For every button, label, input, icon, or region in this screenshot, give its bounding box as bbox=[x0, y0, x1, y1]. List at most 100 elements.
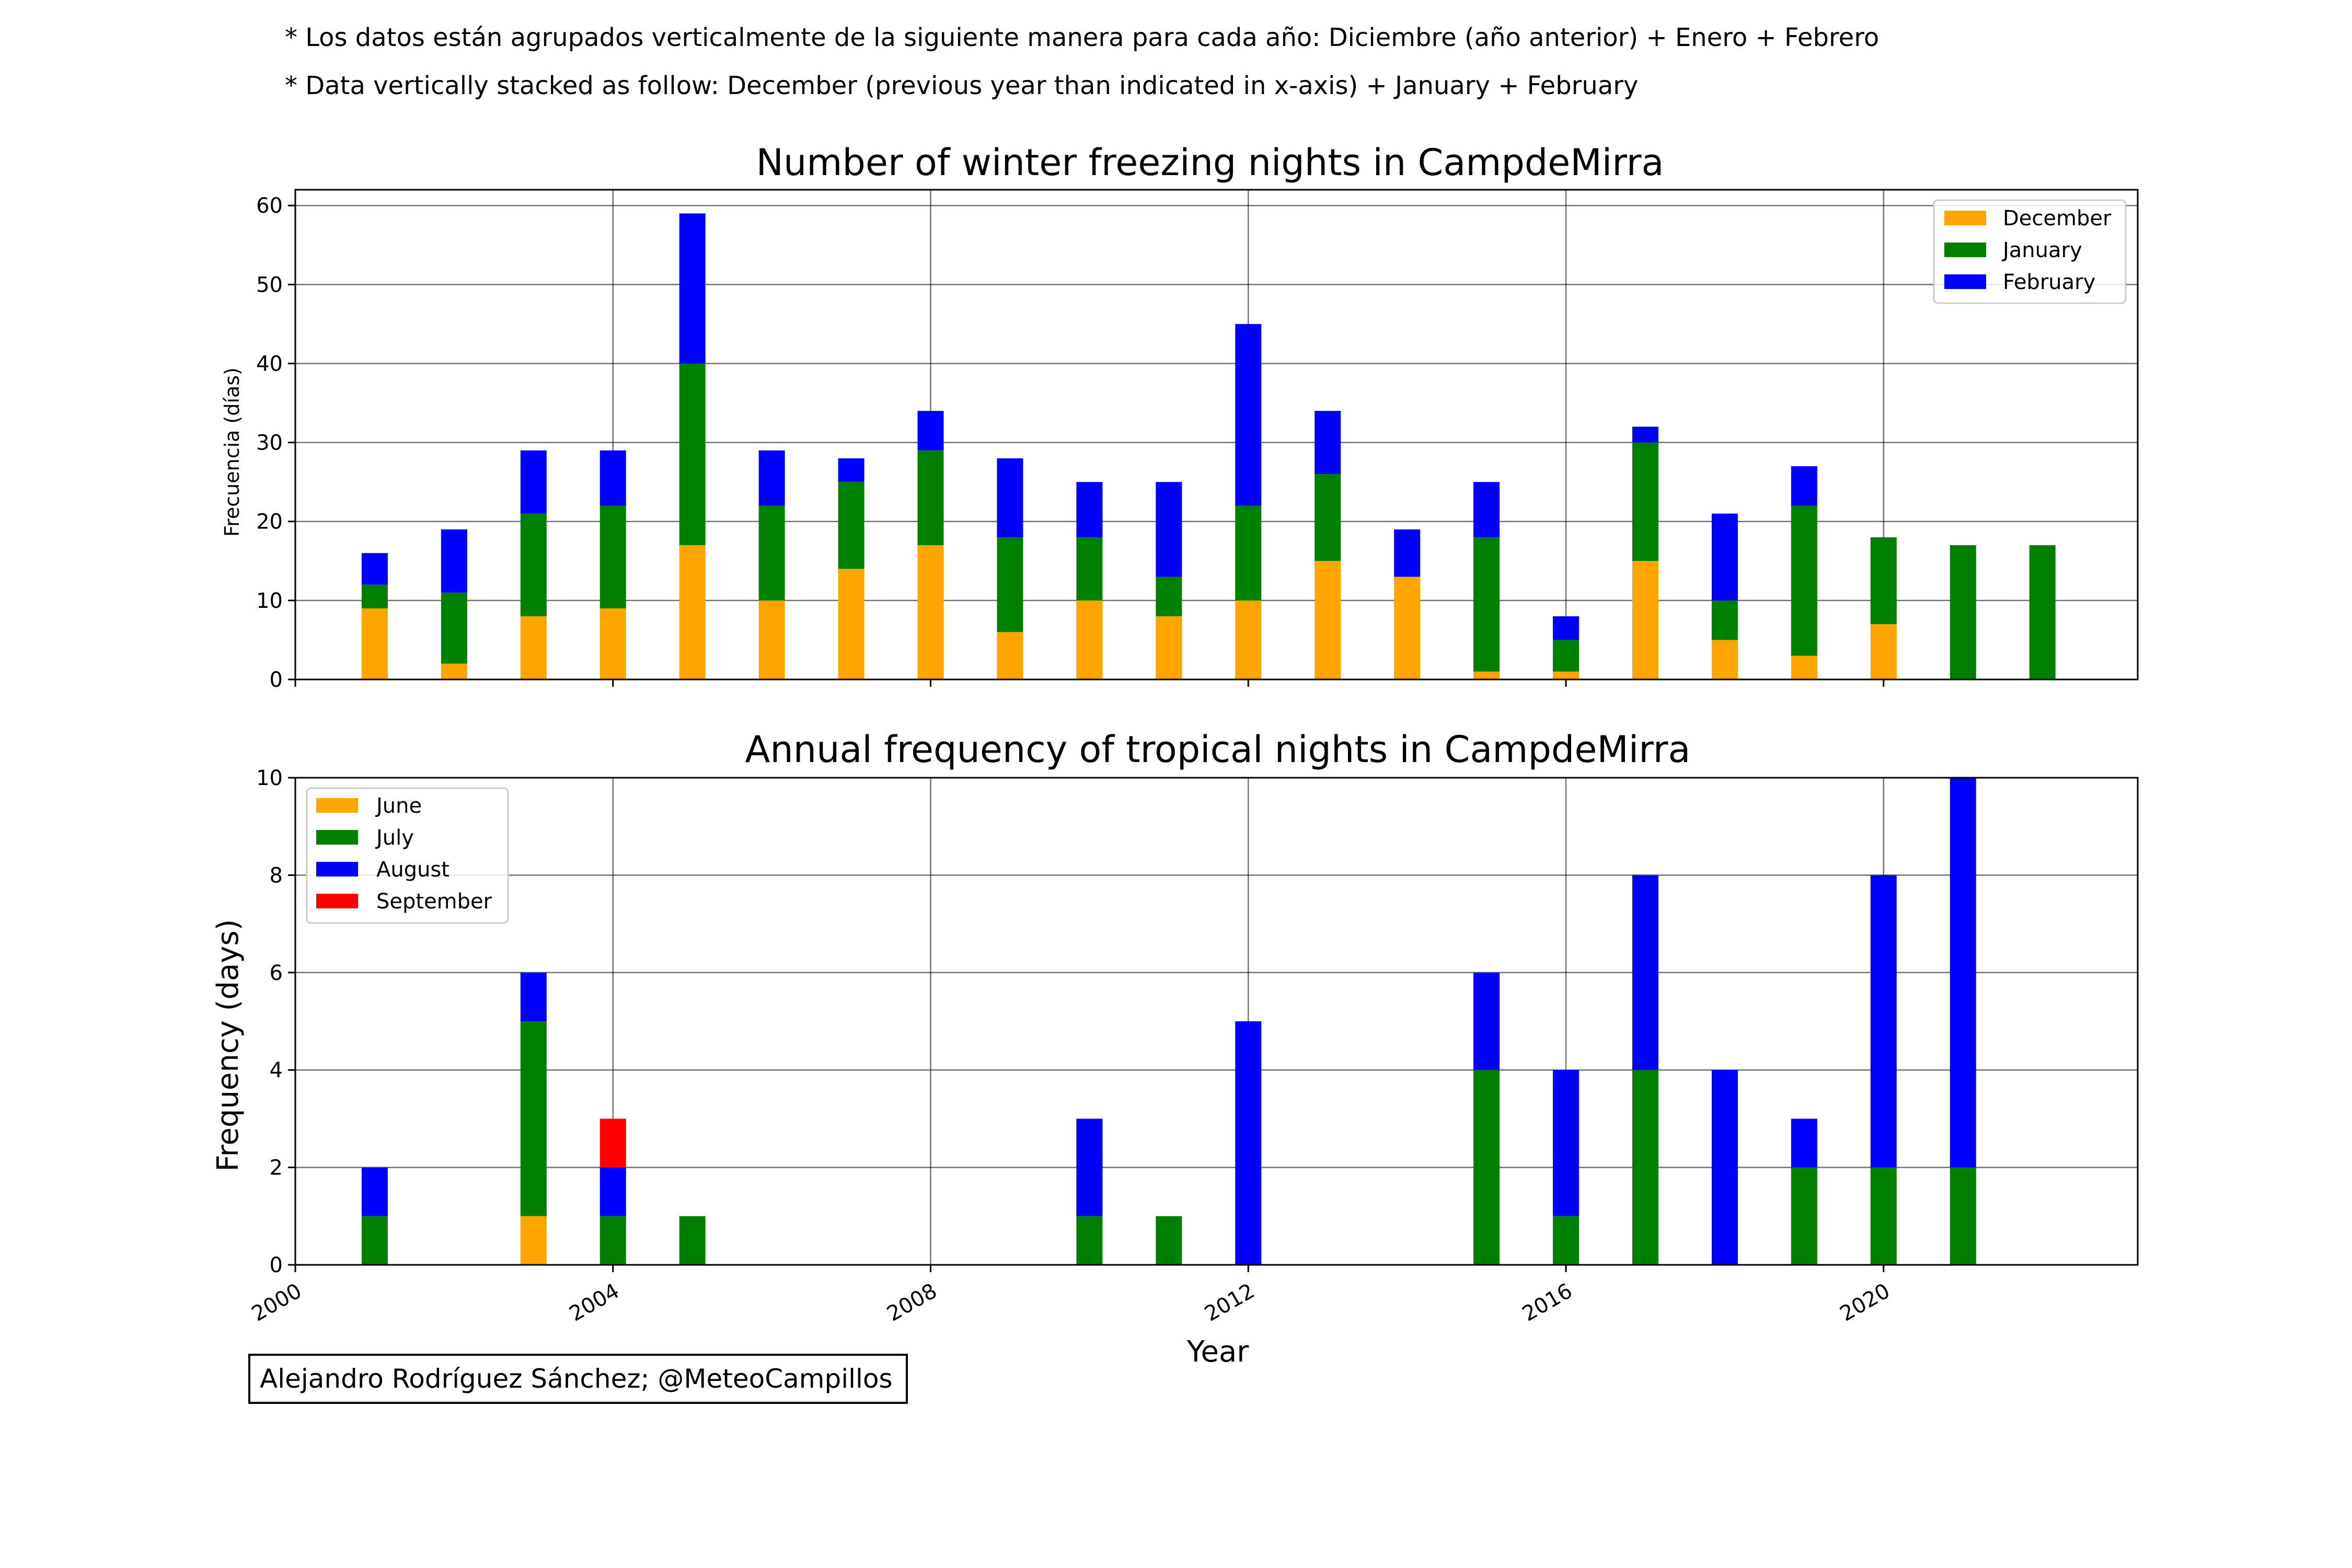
legend: June July August September bbox=[306, 787, 509, 924]
y-tick-label: 60 bbox=[256, 194, 283, 218]
bar-february-2014 bbox=[1394, 529, 1421, 577]
legend-label-february: February bbox=[2003, 270, 2095, 294]
plot-frame bbox=[294, 777, 2139, 1266]
bar-december-2017 bbox=[1632, 561, 1658, 679]
bar-august-2003 bbox=[520, 972, 547, 1021]
bar-december-2014 bbox=[1394, 577, 1421, 679]
bar-december-2007 bbox=[838, 569, 864, 679]
bar-august-2018 bbox=[1711, 1070, 1738, 1265]
bar-january-2016 bbox=[1553, 640, 1579, 672]
bar-december-2001 bbox=[361, 608, 388, 679]
bar-july-2010 bbox=[1076, 1216, 1103, 1265]
note-spanish: * Los datos están agrupados verticalment… bbox=[285, 23, 1879, 52]
bar-september-2004 bbox=[599, 1119, 626, 1168]
bar-february-2016 bbox=[1553, 616, 1579, 640]
ticks: 0 10 20 30 40 50 60 bbox=[256, 194, 1885, 692]
bar-december-2019 bbox=[1791, 655, 1817, 679]
bar-december-2003 bbox=[520, 616, 547, 679]
bar-july-2017 bbox=[1632, 1070, 1658, 1265]
bar-february-2015 bbox=[1473, 482, 1500, 537]
bar-august-2019 bbox=[1791, 1119, 1817, 1168]
y-tick-label: 0 bbox=[270, 1253, 283, 1277]
credit-frame bbox=[248, 1354, 908, 1404]
bar-july-2003 bbox=[520, 1021, 547, 1216]
y-axis-label: Frecuencia (días) bbox=[221, 367, 244, 537]
bar-february-2005 bbox=[679, 213, 706, 364]
y-tick-label: 10 bbox=[256, 766, 283, 790]
bar-february-2002 bbox=[441, 529, 467, 593]
bar-january-2012 bbox=[1235, 505, 1262, 601]
bars bbox=[361, 213, 2056, 679]
bar-december-2016 bbox=[1553, 671, 1579, 679]
bar-january-2003 bbox=[520, 513, 547, 617]
bar-august-2020 bbox=[1870, 875, 1897, 1168]
bar-july-2015 bbox=[1473, 1070, 1500, 1265]
y-tick-label: 50 bbox=[256, 273, 283, 297]
bar-january-2001 bbox=[361, 584, 388, 608]
legend-swatch-december bbox=[1944, 211, 1986, 225]
legend-swatch-september bbox=[316, 894, 358, 908]
bar-january-2010 bbox=[1076, 537, 1103, 601]
note-english: * Data vertically stacked as follow: Dec… bbox=[285, 71, 1638, 100]
bar-december-2006 bbox=[758, 600, 785, 679]
bar-december-2015 bbox=[1473, 671, 1500, 679]
bar-august-2012 bbox=[1235, 1021, 1262, 1265]
bar-august-2015 bbox=[1473, 972, 1500, 1070]
bar-december-2018 bbox=[1711, 640, 1738, 679]
bar-august-2017 bbox=[1632, 875, 1658, 1070]
legend-label-july: July bbox=[375, 826, 414, 850]
y-tick-label: 4 bbox=[270, 1058, 283, 1082]
legend-swatch-june bbox=[316, 798, 358, 813]
y-tick-label: 2 bbox=[270, 1156, 283, 1180]
legend-swatch-august bbox=[316, 862, 358, 877]
bar-january-2020 bbox=[1870, 537, 1897, 625]
legend: December January February bbox=[1933, 199, 2127, 304]
bar-july-2020 bbox=[1870, 1167, 1897, 1265]
bar-december-2004 bbox=[599, 608, 626, 679]
bar-january-2005 bbox=[679, 363, 706, 546]
y-tick-label: 40 bbox=[256, 352, 283, 376]
chart-title: Number of winter freezing nights in Camp… bbox=[756, 141, 1664, 184]
legend-label-december: December bbox=[2003, 206, 2112, 230]
bar-february-2006 bbox=[758, 450, 785, 506]
legend-label-august: August bbox=[376, 858, 449, 882]
bar-february-2007 bbox=[838, 458, 864, 482]
bar-july-2004 bbox=[599, 1216, 626, 1265]
bar-january-2011 bbox=[1156, 577, 1182, 617]
legend-swatch-february bbox=[1944, 274, 1986, 289]
credit-text: Alejandro Rodríguez Sánchez; @MeteoCampi… bbox=[260, 1364, 893, 1394]
legend-box bbox=[306, 787, 509, 924]
bar-august-2021 bbox=[1950, 778, 1976, 1168]
bar-december-2008 bbox=[917, 545, 944, 679]
legend-swatch-january bbox=[1944, 243, 1986, 257]
bar-december-2013 bbox=[1315, 561, 1341, 679]
bar-december-2002 bbox=[441, 663, 467, 679]
bar-december-2011 bbox=[1156, 616, 1182, 679]
bar-july-2019 bbox=[1791, 1167, 1817, 1265]
bar-january-2002 bbox=[441, 592, 467, 664]
bar-january-2018 bbox=[1711, 600, 1738, 640]
bar-august-2004 bbox=[599, 1167, 626, 1216]
bar-january-2007 bbox=[838, 482, 864, 569]
credit-box: Alejandro Rodríguez Sánchez; @MeteoCampi… bbox=[248, 1354, 908, 1404]
y-tick-label: 20 bbox=[256, 510, 283, 534]
bar-july-2016 bbox=[1553, 1216, 1579, 1265]
bar-december-2012 bbox=[1235, 600, 1262, 679]
bar-february-2019 bbox=[1791, 466, 1817, 506]
bar-december-2005 bbox=[679, 545, 706, 679]
bar-august-2016 bbox=[1553, 1070, 1579, 1216]
y-axis-label: Frequency (days) bbox=[211, 919, 245, 1172]
bar-february-2008 bbox=[917, 411, 944, 451]
bar-june-2003 bbox=[520, 1216, 547, 1265]
bar-december-2009 bbox=[997, 632, 1023, 679]
bar-february-2003 bbox=[520, 450, 547, 514]
legend-label-september: September bbox=[376, 890, 492, 914]
y-tick-label: 6 bbox=[270, 961, 283, 985]
y-tick-label: 30 bbox=[256, 431, 283, 455]
chart-title: Annual frequency of tropical nights in C… bbox=[745, 728, 1691, 771]
bars bbox=[361, 778, 1976, 1265]
bar-february-2012 bbox=[1235, 324, 1262, 506]
bar-december-2010 bbox=[1076, 600, 1103, 679]
bar-february-2001 bbox=[361, 553, 388, 585]
